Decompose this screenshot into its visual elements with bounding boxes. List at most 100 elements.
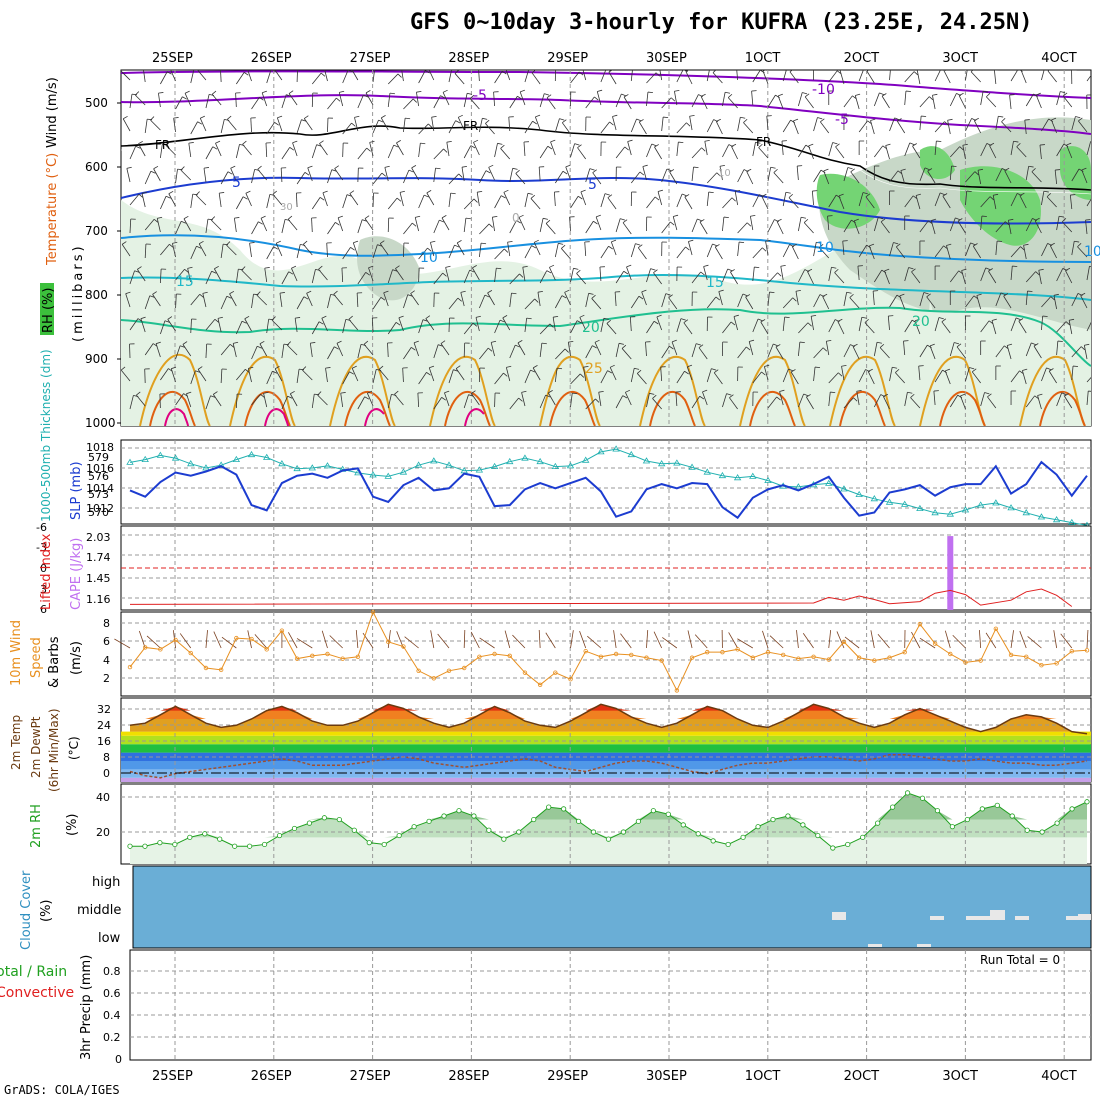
wind-barb-flag <box>869 243 875 247</box>
wind-barb <box>767 167 772 182</box>
wind-barb <box>235 393 238 409</box>
wind-barb-flag <box>307 165 313 169</box>
wind-barb <box>612 116 617 131</box>
wind-barb-flag <box>972 368 977 373</box>
date-label-bottom: 4OCT <box>1041 1069 1077 1084</box>
wind-barb <box>646 196 656 209</box>
wind-barb-flag <box>426 372 431 376</box>
wind-barb <box>1025 271 1036 283</box>
wind-barb-flag <box>197 366 203 370</box>
wind-barb-flag <box>230 165 236 169</box>
wind-barb-flag <box>622 395 628 399</box>
wind-barb-flag <box>1081 167 1087 171</box>
wind-barb <box>1056 216 1060 231</box>
wind10m-point <box>902 649 907 655</box>
wind10m-barb <box>221 636 237 649</box>
wind-barb-flag <box>121 241 127 245</box>
wind-barb-flag <box>549 323 554 328</box>
rh-point <box>232 843 238 849</box>
wind-barb <box>488 167 495 181</box>
wind-barb-flag <box>976 293 982 296</box>
thickness-point <box>916 504 924 511</box>
rh-panel: 40 20 <box>96 783 1092 865</box>
wind-barb <box>949 270 960 283</box>
wind-barb-flag <box>171 366 177 370</box>
wind-barb <box>321 318 328 332</box>
wind-barb-flag <box>650 268 656 271</box>
wind-barb <box>858 317 863 332</box>
wind-barb-flag <box>496 267 502 270</box>
wind-barb-flag <box>295 317 301 319</box>
wind-barb <box>1086 376 1091 383</box>
wind-barb <box>934 317 940 332</box>
slp-axis-title: SLP (mb) <box>69 461 84 520</box>
wind-barb <box>600 121 610 134</box>
wind-barb <box>456 242 465 256</box>
thickness-point <box>749 472 757 479</box>
wind-barb <box>554 368 558 383</box>
wind-barb-flag <box>395 322 401 326</box>
wind-barb <box>881 95 890 109</box>
wind-barb-flag <box>200 115 205 119</box>
wind-barb <box>266 70 272 84</box>
contour-label: 10 <box>1084 244 1100 260</box>
wind-barb-flag <box>304 115 309 119</box>
wind-barb <box>565 166 571 181</box>
wind-barb <box>1010 193 1018 207</box>
wind-barb-flag <box>878 217 884 220</box>
wind10m-point <box>218 667 224 673</box>
wind-barb-flag <box>929 96 934 101</box>
wind-barb-flag <box>742 293 748 297</box>
wind-barb <box>172 243 176 258</box>
wind-barb-flag <box>502 315 508 319</box>
wind-barb-flag <box>471 390 476 394</box>
wind-barb-flag <box>746 222 752 227</box>
wind-barb <box>494 268 497 283</box>
thickness-point <box>597 448 605 455</box>
wind-barb-flag <box>234 217 240 219</box>
wind-barb <box>442 92 450 106</box>
upper-wind-barbs <box>121 70 1091 426</box>
thickness-tick: 570 <box>88 506 109 519</box>
rh-point <box>1039 829 1045 835</box>
wind-barb <box>235 321 243 335</box>
thickness-point <box>369 471 377 478</box>
wind-barb <box>327 169 333 184</box>
wind-barb <box>866 70 875 84</box>
wind-barb-flag <box>671 339 677 343</box>
wind-barb <box>609 367 617 381</box>
wind-barb <box>190 70 195 84</box>
wind-barb-flag <box>839 70 844 71</box>
wind-barb <box>595 216 602 231</box>
wind-barb <box>539 146 549 159</box>
wind-barb <box>1086 141 1091 156</box>
wind-barb-flag <box>946 243 952 246</box>
wind-barb <box>365 92 374 106</box>
wind-barb <box>652 398 662 410</box>
wind-barb <box>767 94 776 108</box>
run-total-label: Run Total = 0 <box>980 953 1060 967</box>
wind-barb <box>215 143 222 157</box>
wind-barb <box>657 191 663 206</box>
wind-barb-flag <box>790 369 796 373</box>
wind-barb-flag <box>353 240 359 244</box>
wind-barb-flag <box>487 290 493 294</box>
wind-barb <box>431 117 435 132</box>
wind-barb-flag <box>989 196 995 201</box>
rh-point <box>845 841 851 848</box>
wind-barb-flag <box>546 270 552 274</box>
wind-barb-flag <box>227 115 232 120</box>
wind-barb-flag <box>804 93 810 98</box>
wind-barb <box>561 122 571 135</box>
wind-barb <box>919 96 930 108</box>
wind-barb-flag <box>516 220 521 224</box>
wind-barb <box>144 171 152 185</box>
wind-barb <box>509 96 518 109</box>
wind-barb-flag <box>778 93 783 97</box>
wind-barb <box>554 118 560 133</box>
wind10m-point <box>917 621 923 627</box>
wind-barb <box>1024 120 1027 135</box>
wind-barb <box>342 247 351 260</box>
wind-barb <box>804 96 814 109</box>
rh-point <box>575 818 582 824</box>
